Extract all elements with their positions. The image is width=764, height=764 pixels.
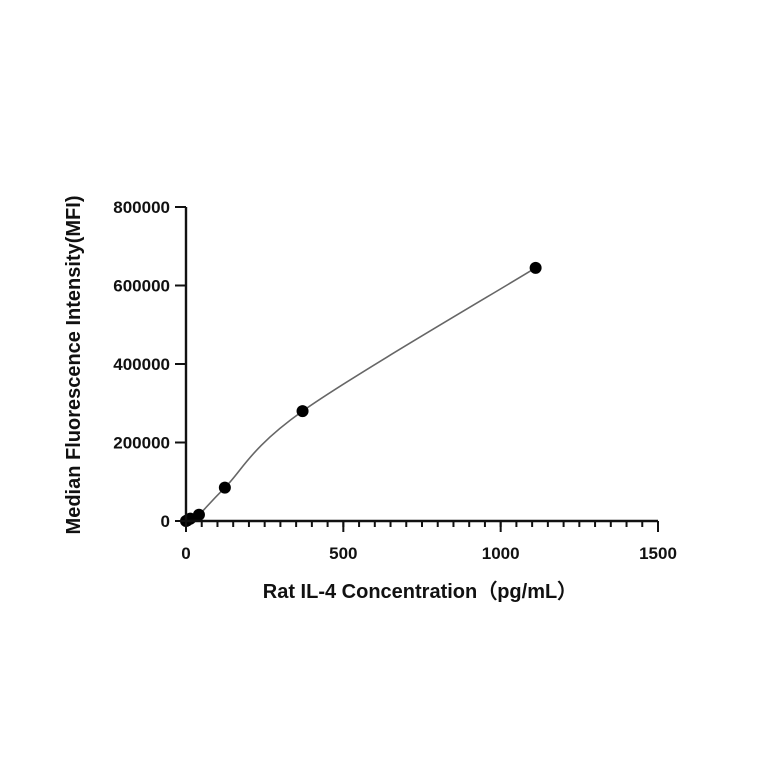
x-axis-title: Rat IL-4 Concentration（pg/mL） xyxy=(263,580,577,603)
data-point xyxy=(218,481,231,494)
y-tick-label: 600000 xyxy=(113,277,170,296)
x-tick-label: 1500 xyxy=(639,544,677,563)
fit-curve-layer xyxy=(185,267,537,522)
y-tick-label: 800000 xyxy=(113,198,170,217)
data-point xyxy=(529,261,542,274)
y-axis-title: Median Fluorescence Intensity(MFI) xyxy=(63,196,85,535)
y-tick-label: 200000 xyxy=(113,434,170,453)
y-tick-label: 400000 xyxy=(113,355,170,374)
data-points-layer xyxy=(180,261,542,527)
x-tick-label: 0 xyxy=(181,544,190,563)
x-tick-label: 1000 xyxy=(482,544,520,563)
data-point xyxy=(192,508,205,521)
fit-curve xyxy=(185,267,537,522)
y-tick-label: 0 xyxy=(161,512,170,531)
x-tick-label: 500 xyxy=(329,544,357,563)
data-point xyxy=(296,405,309,418)
axes-layer: 0 500 1000 1500 0 200000 400000 600000 800000 xyxy=(113,198,677,563)
